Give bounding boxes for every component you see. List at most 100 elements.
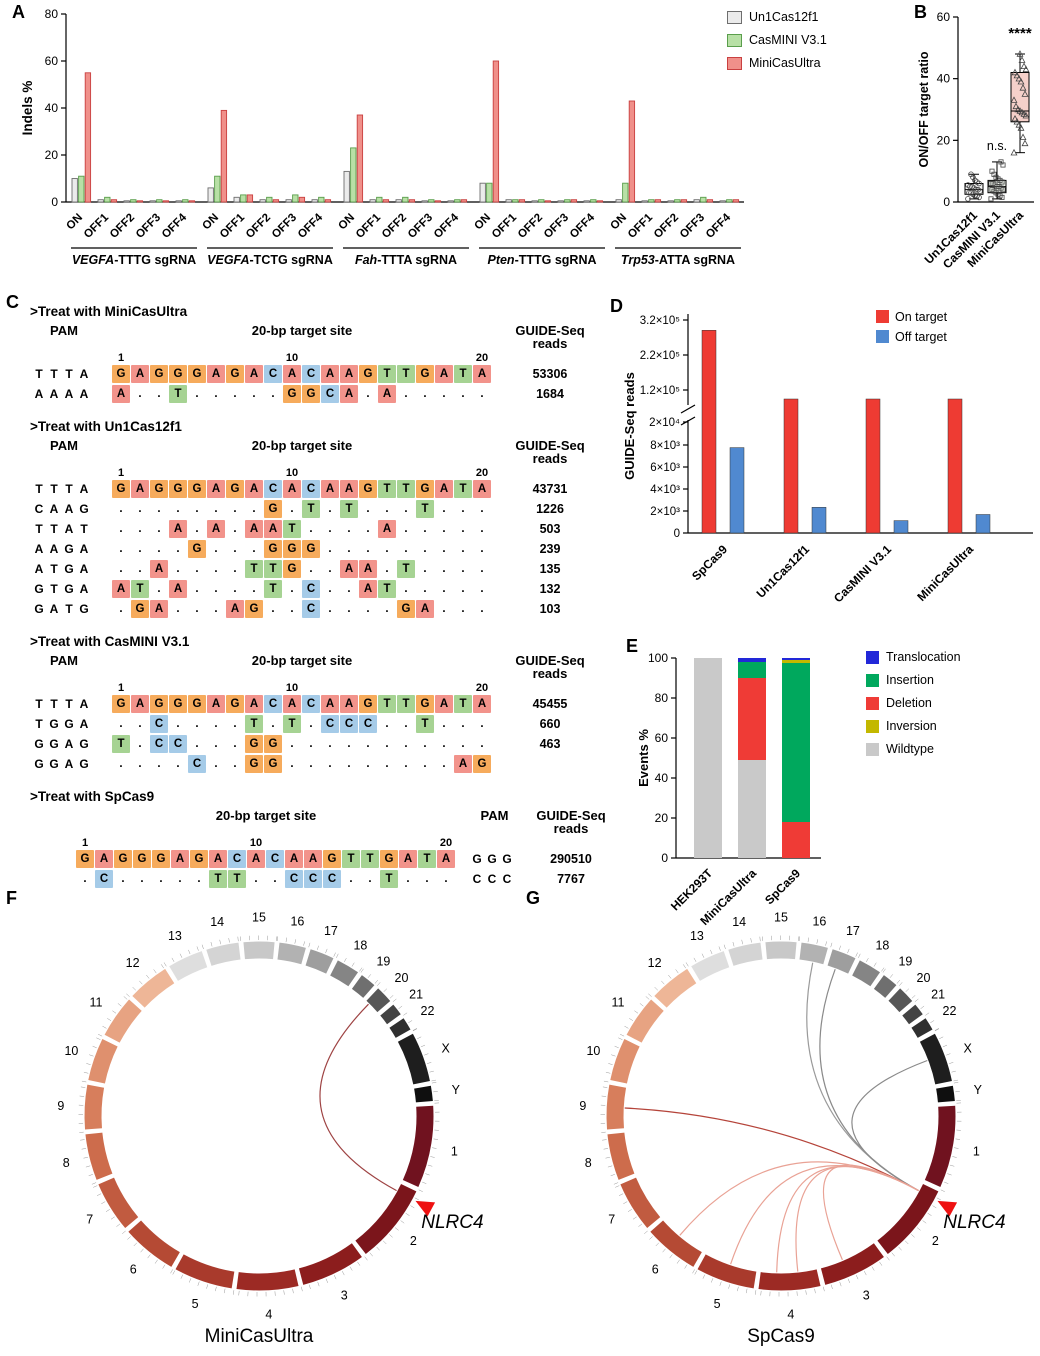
match-dot: . xyxy=(271,603,275,615)
match-dot: . xyxy=(195,388,199,400)
guideseq-block: >Treat with CasMINI V3.1 PAM 20-bp target … xyxy=(30,634,626,775)
seq-base: G xyxy=(264,540,282,558)
reads-header: GUIDE-Seq reads xyxy=(515,653,585,681)
legend-swatch xyxy=(866,650,879,664)
match-dot: . xyxy=(290,583,294,595)
seq-base: A xyxy=(283,695,301,713)
d-axes xyxy=(680,314,1033,534)
bar-CasMINIV3.1 xyxy=(350,147,357,203)
match-dot: . xyxy=(121,873,125,885)
seq-base: C xyxy=(304,870,322,888)
svg-text:60: 60 xyxy=(655,731,669,745)
pam-base: A xyxy=(79,542,89,556)
bar-MiniCasUltra xyxy=(272,199,280,203)
match-dot: . xyxy=(347,603,351,615)
match-dot: . xyxy=(252,388,256,400)
pam-base: T xyxy=(65,367,73,381)
d-xtick-label: MiniCasUltra xyxy=(914,542,976,604)
seq-base: C xyxy=(302,695,320,713)
match-dot: . xyxy=(233,523,237,535)
position-ruler: 1 10 20 xyxy=(30,837,626,850)
chromosome-7 xyxy=(620,1177,661,1229)
seq-base: C xyxy=(302,580,320,598)
guideseq-read-count: 1684 xyxy=(536,387,564,401)
offtarget-sequence-row: G G A G T. C C... G G........... 463 xyxy=(30,735,626,755)
chromosome-label: 4 xyxy=(265,1307,272,1321)
match-dot: . xyxy=(423,543,427,555)
match-dot: . xyxy=(138,738,142,750)
circos-title: SpCas9 xyxy=(747,1326,815,1347)
chromosome-label: 11 xyxy=(612,996,625,1010)
seq-base: G xyxy=(245,735,263,753)
legend-label: Deletion xyxy=(886,696,932,710)
seq-base: A xyxy=(131,365,149,383)
match-dot: . xyxy=(233,758,237,770)
d-legend: On target Off target xyxy=(876,310,948,344)
chromosome-label: 10 xyxy=(64,1044,78,1058)
chromosome-1 xyxy=(924,1105,956,1187)
seq-base: T xyxy=(416,715,434,733)
guideseq-read-count: 1226 xyxy=(536,502,564,516)
chromosome-label: 2 xyxy=(932,1234,939,1248)
target-site-header: 20-bp target site xyxy=(215,808,317,823)
seq-base: C xyxy=(228,850,246,868)
svg-text:OFF3: OFF3 xyxy=(678,212,707,241)
match-dot: . xyxy=(442,388,446,400)
match-dot: . xyxy=(347,758,351,770)
seq-base: G xyxy=(188,540,206,558)
b-axes xyxy=(953,16,1034,203)
pam-base: A xyxy=(49,387,59,401)
chromosome-label: 21 xyxy=(409,988,423,1002)
offtarget-sequence-row: A T G A.. A.... T T G.. A A. T.... 135 xyxy=(30,560,626,580)
chromosome-2 xyxy=(355,1183,417,1255)
pam-base: T xyxy=(65,697,73,711)
svg-text:OFF4: OFF4 xyxy=(160,211,190,241)
match-dot: . xyxy=(461,583,465,595)
seq-base: A xyxy=(435,365,453,383)
match-dot: . xyxy=(404,738,408,750)
seq-base: G xyxy=(169,365,187,383)
match-dot: . xyxy=(157,758,161,770)
legend-item: CasMINI V3.1 xyxy=(727,33,827,47)
gene-label: NLRC4 xyxy=(943,1212,1005,1233)
pam-base: T xyxy=(50,697,58,711)
e-y-axis-label: Events % xyxy=(636,729,651,787)
d-xtick-label: SpCas9 xyxy=(689,542,730,583)
match-dot: . xyxy=(385,738,389,750)
bar-Un1Cas12f1 xyxy=(71,178,78,203)
match-dot: . xyxy=(442,503,446,515)
bar-MiniCasUltra xyxy=(110,199,118,203)
svg-text:OFF2: OFF2 xyxy=(652,212,681,241)
seq-base: T xyxy=(397,695,415,713)
match-dot: . xyxy=(442,758,446,770)
svg-text:ON: ON xyxy=(200,212,221,233)
match-dot: . xyxy=(176,603,180,615)
seq-base: A xyxy=(340,385,358,403)
seq-base: A xyxy=(304,850,322,868)
guideseq-header: PAM 20-bp target site GUIDE-Seq reads xyxy=(30,438,626,467)
chromosome-label: 6 xyxy=(130,1263,137,1277)
match-dot: . xyxy=(366,543,370,555)
pam-base: A xyxy=(79,582,89,596)
seq-base: T xyxy=(342,850,360,868)
pam-base: A xyxy=(79,717,89,731)
translocation-arcs xyxy=(319,1003,397,1192)
seq-base: A xyxy=(340,560,358,578)
legend-swatch xyxy=(876,330,889,343)
match-dot: . xyxy=(214,758,218,770)
guideseq-block-title: >Treat with Un1Cas12f1 xyxy=(30,419,182,434)
chromosome-4 xyxy=(236,1269,299,1291)
match-dot: . xyxy=(157,523,161,535)
ruler-number: 1 xyxy=(117,467,125,479)
seq-base: A xyxy=(454,755,472,773)
seq-base: A xyxy=(245,695,263,713)
seq-base: A xyxy=(247,850,265,868)
offtarget-sequence-row: C A A G........ G. T. T... T... 1226 xyxy=(30,500,626,520)
pam-base: C xyxy=(502,872,512,886)
bar-CasMINIV3.1 xyxy=(726,199,733,203)
gene-label: NLRC4 xyxy=(421,1212,483,1233)
legend-label: Translocation xyxy=(886,650,961,664)
chromosome-20 xyxy=(888,988,913,1013)
pam-base: T xyxy=(50,562,58,576)
